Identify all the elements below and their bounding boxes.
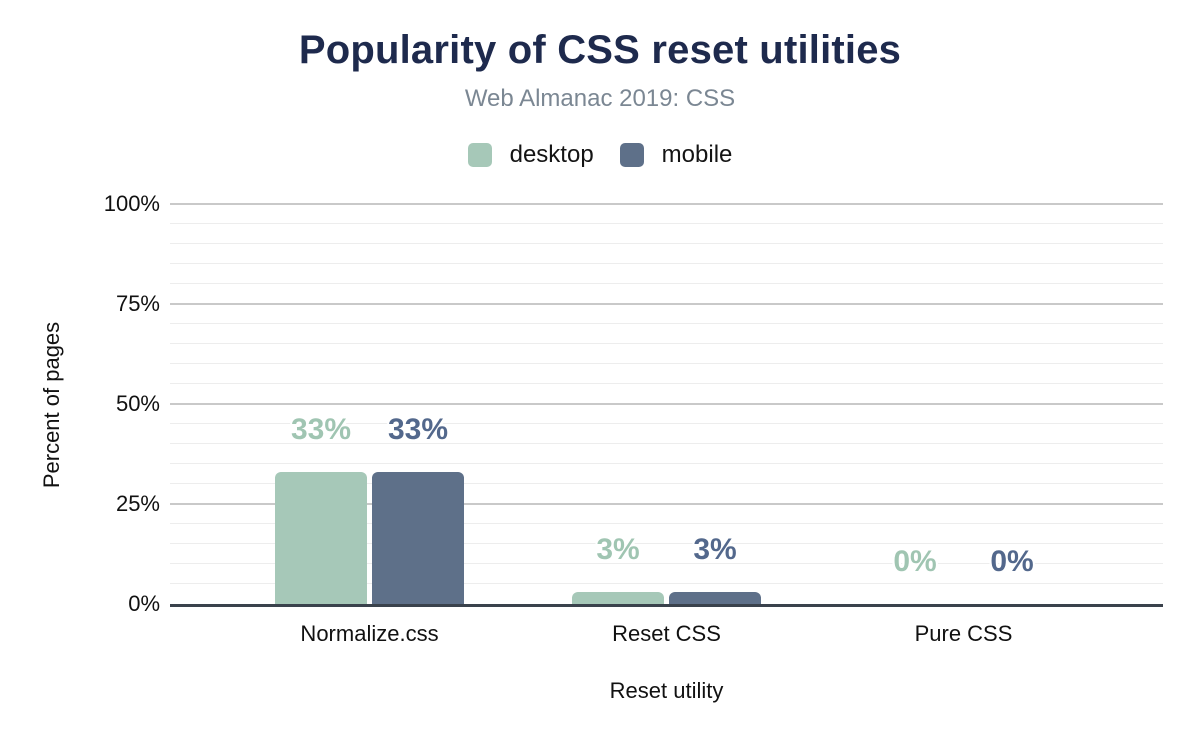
desktop-value-label: 0%: [893, 545, 937, 578]
minor-gridline: [170, 443, 1163, 444]
y-axis-ticks: 0% 25% 50% 75% 100%: [0, 191, 160, 616]
minor-gridline: [170, 583, 1163, 584]
legend-label-mobile: mobile: [661, 141, 733, 168]
chart-title: Popularity of CSS reset utilities: [298, 28, 902, 72]
x-category-label: Reset CSS: [612, 621, 721, 646]
minor-gridline: [170, 283, 1163, 284]
major-gridline: [170, 203, 1163, 205]
desktop-bar: [275, 472, 367, 604]
minor-gridline: [170, 423, 1163, 424]
minor-gridline: [170, 363, 1163, 364]
minor-gridline: [170, 543, 1163, 544]
y-tick-label: 100%: [103, 191, 160, 216]
x-category-label: Pure CSS: [914, 621, 1013, 646]
mobile-bar-wrap: 0%: [966, 204, 1058, 604]
mobile-value-label: 33%: [387, 413, 449, 446]
mobile-value-label: 3%: [693, 533, 737, 566]
minor-gridline: [170, 223, 1163, 224]
minor-gridline: [170, 523, 1163, 524]
minor-gridline: [170, 383, 1163, 384]
mobile-value-label: 0%: [990, 545, 1034, 578]
minor-gridline: [170, 243, 1163, 244]
legend-item-desktop[interactable]: desktop: [467, 141, 594, 169]
desktop-bar-wrap: 3%: [572, 204, 664, 604]
y-tick-label: 25%: [115, 491, 160, 516]
minor-gridline: [170, 263, 1163, 264]
bar-group: 3% 3% Reset CSS: [518, 204, 815, 646]
y-tick-label: 0%: [128, 591, 160, 616]
y-tick-label: 75%: [115, 291, 160, 316]
mobile-bar-wrap: 33%: [372, 204, 464, 604]
legend-label-desktop: desktop: [509, 141, 594, 168]
mobile-bar: [372, 472, 464, 604]
minor-gridline: [170, 323, 1163, 324]
y-tick-label: 50%: [115, 391, 160, 416]
x-axis-title: Reset utility: [609, 678, 724, 703]
x-category-label: Normalize.css: [300, 621, 439, 646]
major-gridline: [170, 503, 1163, 505]
bar-group: 33% 33% Normalize.css: [221, 204, 518, 646]
major-gridline: [170, 303, 1163, 305]
minor-gridline: [170, 343, 1163, 344]
chart-subtitle: Web Almanac 2019: CSS: [464, 85, 736, 112]
major-gridline: [170, 403, 1163, 405]
minor-gridline: [170, 483, 1163, 484]
mobile-bar: [669, 592, 761, 604]
mobile-swatch-icon: [619, 143, 644, 167]
legend-item-mobile[interactable]: mobile: [619, 141, 733, 169]
desktop-bar: [572, 592, 664, 604]
legend: desktop mobile: [0, 141, 1200, 169]
minor-gridline: [170, 463, 1163, 464]
desktop-value-label: 33%: [290, 413, 352, 446]
desktop-bar-wrap: 33%: [275, 204, 367, 604]
desktop-value-label: 3%: [596, 533, 640, 566]
bar-slots: 33% 33% Normalize.css 3% 3% Reset CSS 0% 0% Pure…: [170, 204, 1163, 647]
plot-area: 33% 33% Normalize.css 3% 3% Reset CSS 0% 0% Pure…: [170, 203, 1163, 647]
desktop-swatch-icon: [467, 143, 492, 167]
minor-gridline: [170, 563, 1163, 564]
desktop-bar-wrap: 0%: [869, 204, 961, 604]
bar-group: 0% 0% Pure CSS: [815, 204, 1112, 647]
mobile-bar-wrap: 3%: [669, 204, 761, 604]
